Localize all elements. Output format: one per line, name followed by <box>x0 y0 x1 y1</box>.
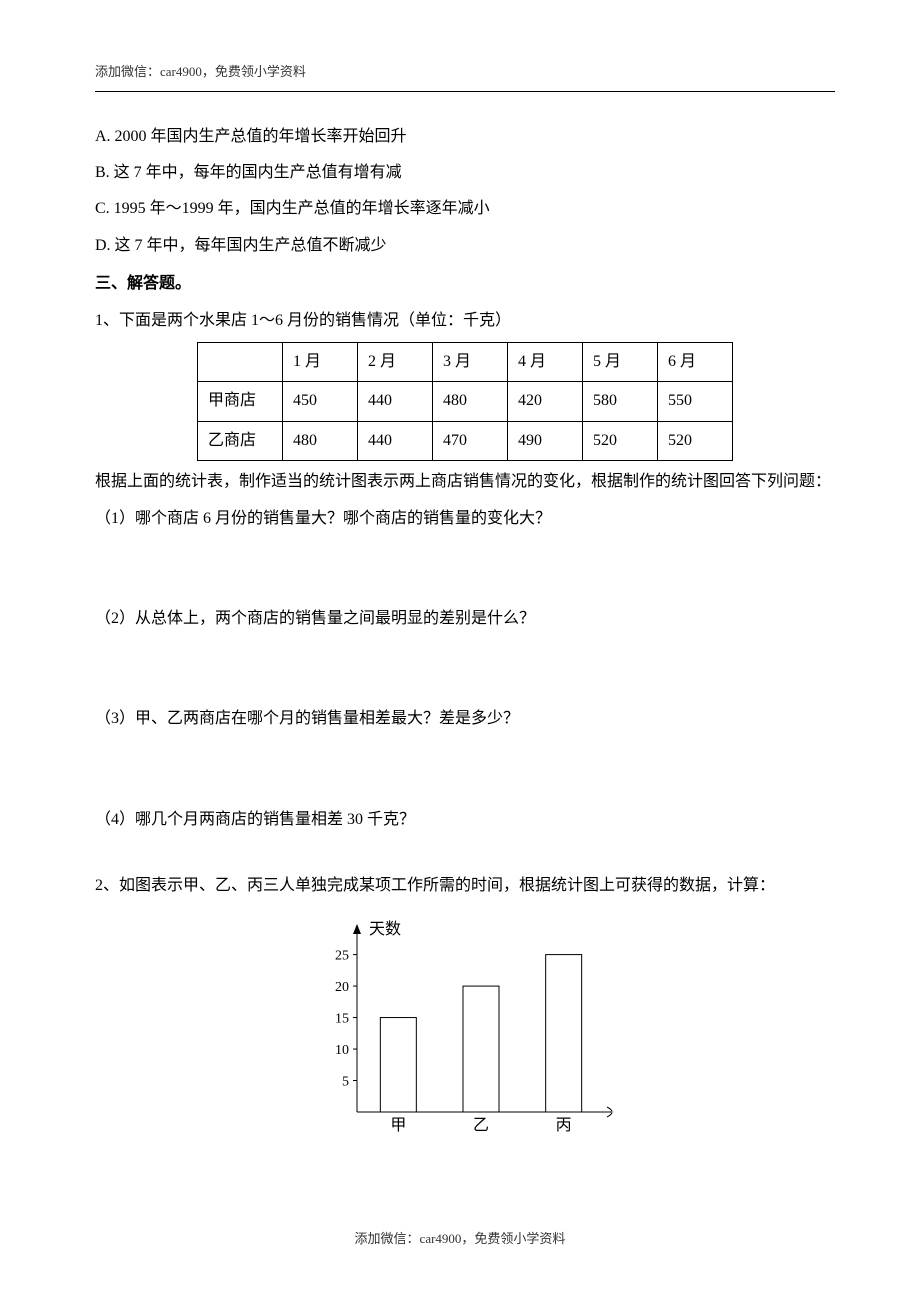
sales-table: 1 月 2 月 3 月 4 月 5 月 6 月 甲商店 450 440 480 … <box>197 342 733 461</box>
table-cell: 1 月 <box>283 343 358 382</box>
table-cell: 450 <box>283 382 358 421</box>
option-a: A. 2000 年国内生产总值的年增长率开始回升 <box>95 122 835 152</box>
table-row: 甲商店 450 440 480 420 580 550 <box>198 382 733 421</box>
q1-stem: 1、下面是两个水果店 1～6 月份的销售情况（单位：千克） <box>95 306 835 336</box>
q1-sub2: （2）从总体上，两个商店的销售量之间最明显的差别是什么？ <box>95 604 835 634</box>
q1-sub3: （3）甲、乙两商店在哪个月的销售量相差最大？差是多少？ <box>95 704 835 734</box>
svg-text:5: 5 <box>342 1074 349 1089</box>
table-cell: 580 <box>583 382 658 421</box>
table-cell: 550 <box>658 382 733 421</box>
svg-text:15: 15 <box>335 1011 349 1026</box>
table-cell: 480 <box>433 382 508 421</box>
svg-text:10: 10 <box>335 1043 349 1058</box>
table-cell: 5 月 <box>583 343 658 382</box>
table-cell: 甲商店 <box>198 382 283 421</box>
option-c: C. 1995 年～1999 年，国内生产总值的年增长率逐年减小 <box>95 194 835 224</box>
table-cell: 490 <box>508 421 583 460</box>
svg-text:乙: 乙 <box>473 1117 489 1134</box>
table-cell: 470 <box>433 421 508 460</box>
footer-text-right: 免费领小学资料 <box>474 1231 565 1246</box>
table-cell: 440 <box>358 382 433 421</box>
page-header: 添加微信：car4900，免费领小学资料 <box>95 60 835 85</box>
svg-text:25: 25 <box>335 948 349 963</box>
table-cell: 4 月 <box>508 343 583 382</box>
table-row: 乙商店 480 440 470 490 520 520 <box>198 421 733 460</box>
table-row: 1 月 2 月 3 月 4 月 5 月 6 月 <box>198 343 733 382</box>
option-d: D. 这 7 年中，每年国内生产总值不断减少 <box>95 231 835 261</box>
footer-text-left: 添加微信：car4900， <box>355 1231 475 1246</box>
q1-instruction: 根据上面的统计表，制作适当的统计图表示两上商店销售情况的变化，根据制作的统计图回… <box>95 467 835 497</box>
table-cell: 乙商店 <box>198 421 283 460</box>
table-cell: 2 月 <box>358 343 433 382</box>
bar-chart: 5 10 15 20 25 天数甲 乙 丙 <box>305 912 625 1152</box>
table-cell <box>198 343 283 382</box>
table-cell: 6 月 <box>658 343 733 382</box>
table-cell: 480 <box>283 421 358 460</box>
table-cell: 520 <box>583 421 658 460</box>
svg-text:20: 20 <box>335 980 349 995</box>
svg-text:天数: 天数 <box>369 920 401 938</box>
header-rule <box>95 91 835 92</box>
option-b: B. 这 7 年中，每年的国内生产总值有增有减 <box>95 158 835 188</box>
table-cell: 3 月 <box>433 343 508 382</box>
page-footer: 添加微信：car4900，免费领小学资料 <box>0 1227 920 1252</box>
table-cell: 440 <box>358 421 433 460</box>
section-3-title: 三、解答题。 <box>95 269 835 299</box>
table-cell: 420 <box>508 382 583 421</box>
table-cell: 520 <box>658 421 733 460</box>
q2-stem: 2、如图表示甲、乙、丙三人单独完成某项工作所需的时间，根据统计图上可获得的数据，… <box>95 871 835 901</box>
svg-text:丙: 丙 <box>556 1117 572 1134</box>
svg-text:甲: 甲 <box>390 1117 406 1134</box>
q1-sub4: （4）哪几个月两商店的销售量相差 30 千克？ <box>95 805 835 835</box>
q1-sub1: （1）哪个商店 6 月份的销售量大？哪个商店的销售量的变化大？ <box>95 504 835 534</box>
